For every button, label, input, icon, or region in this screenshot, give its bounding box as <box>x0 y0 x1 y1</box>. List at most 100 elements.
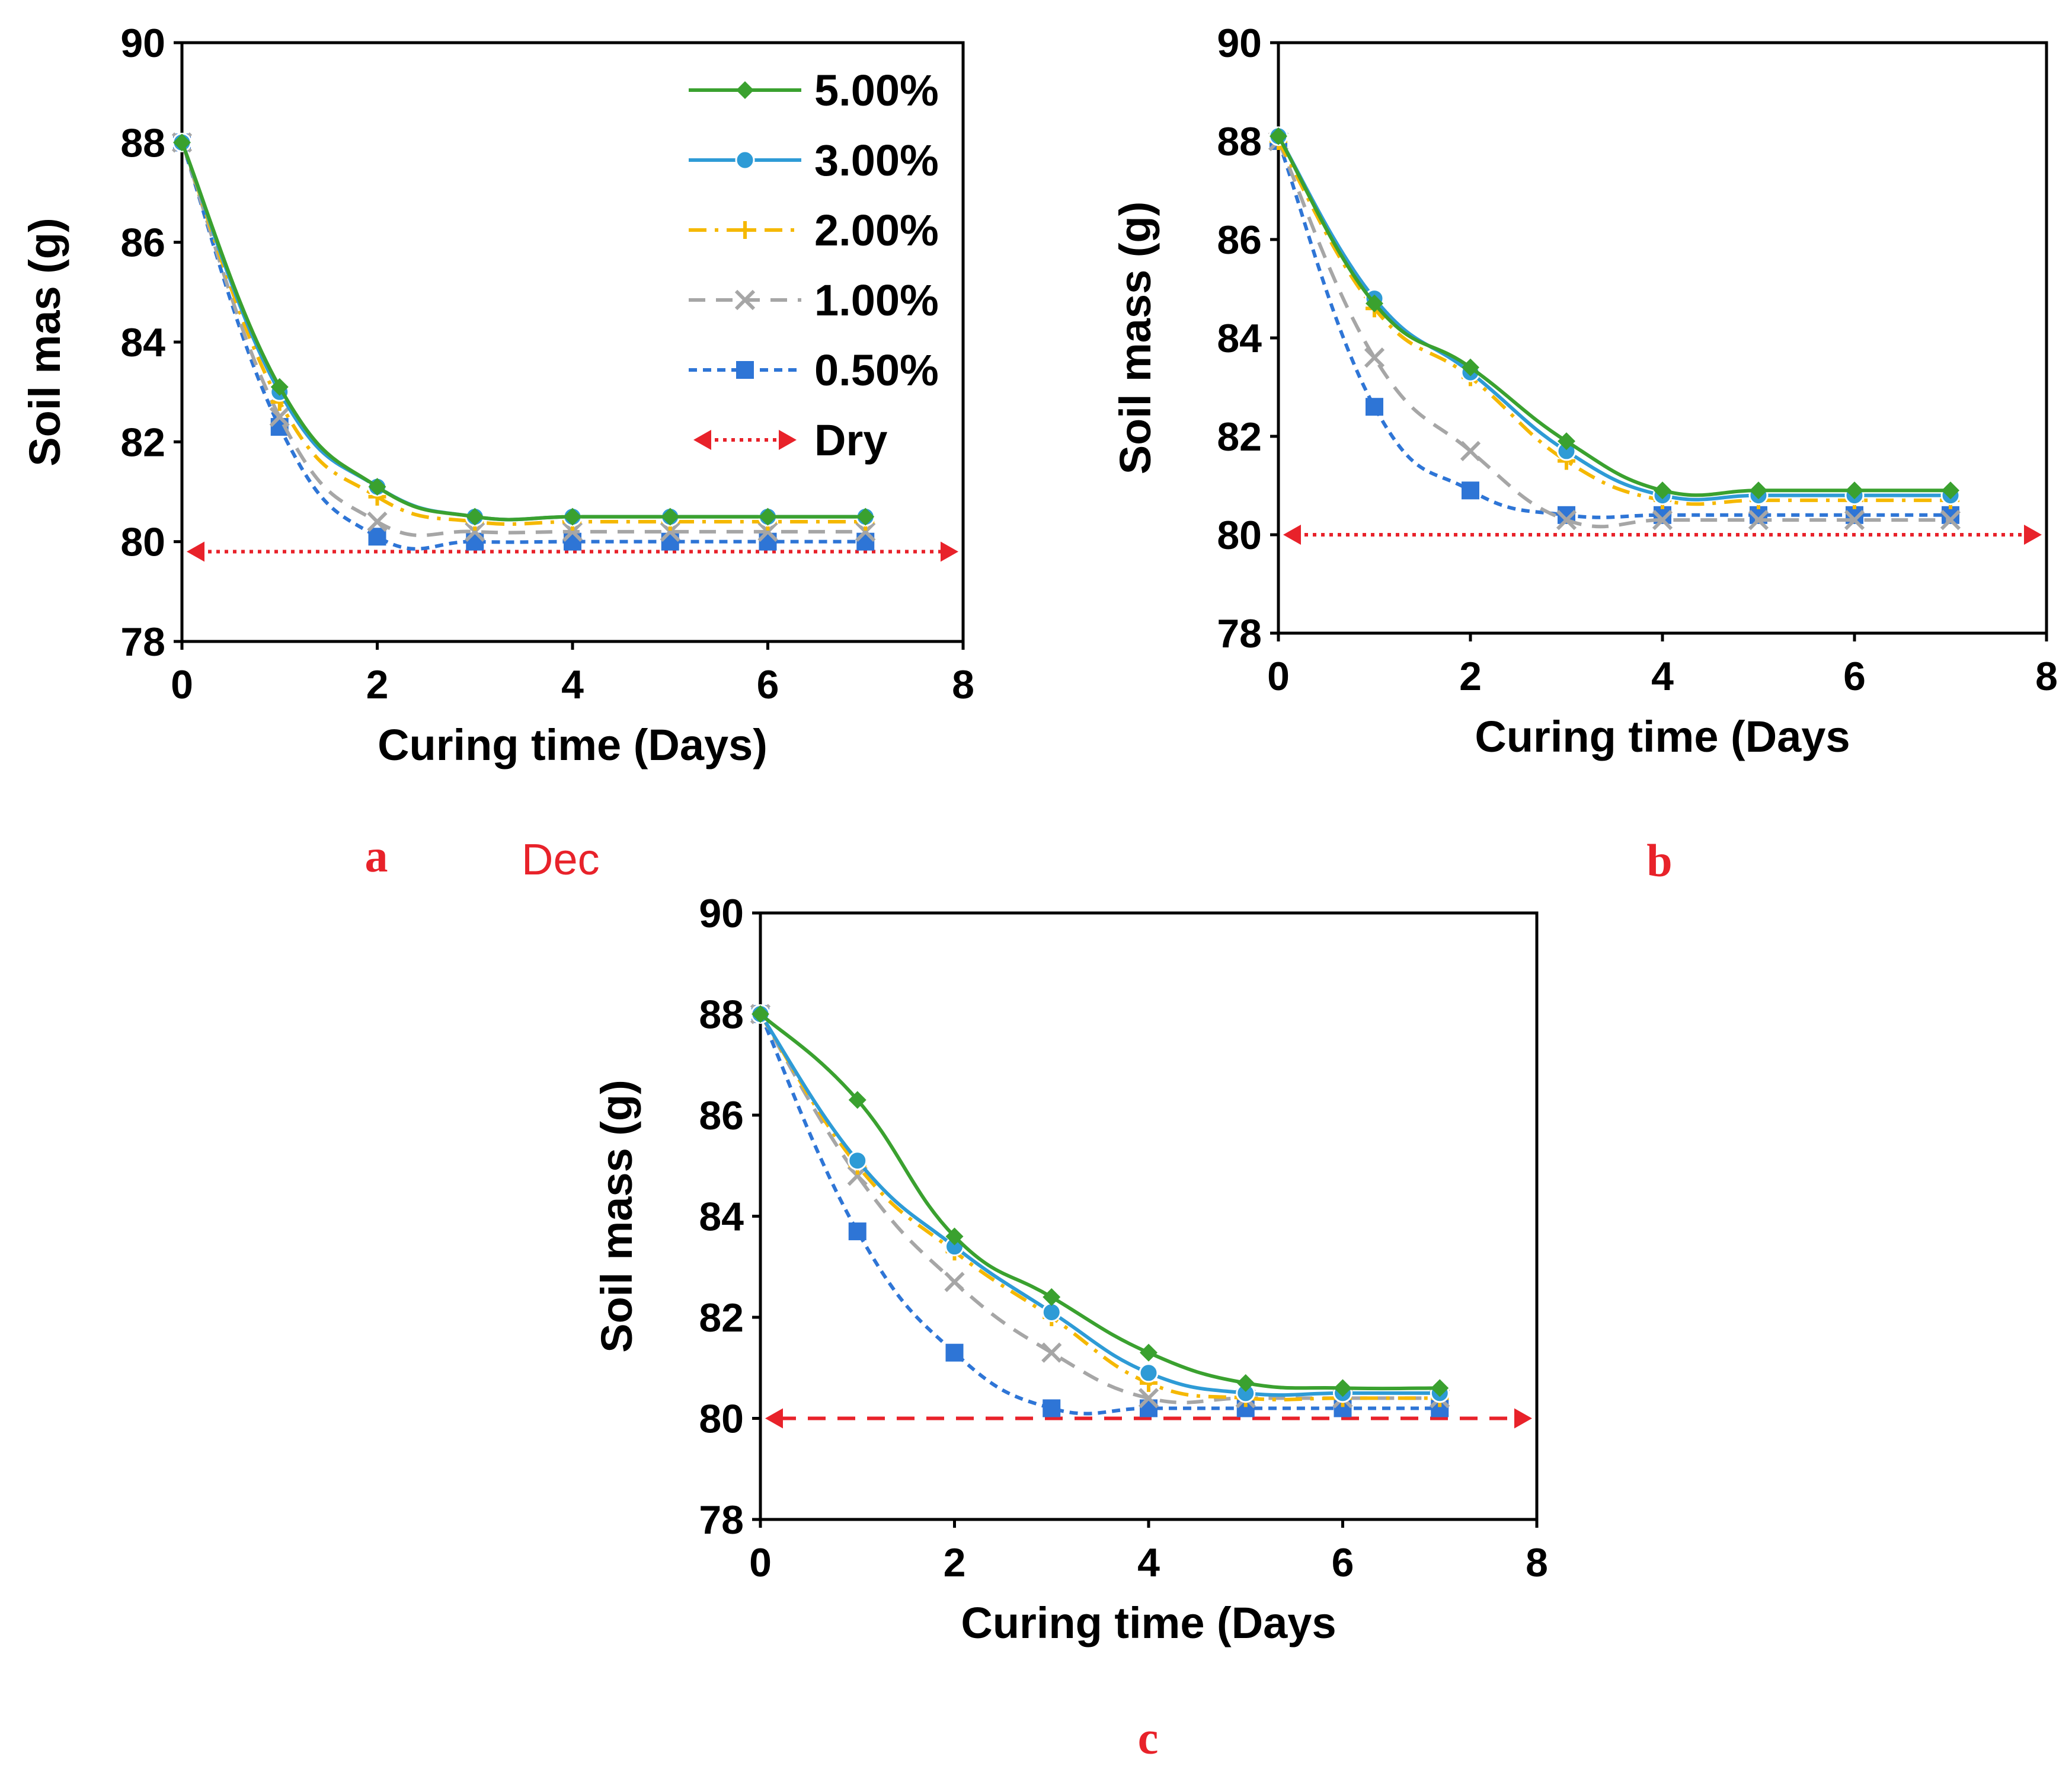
data-point <box>368 478 386 496</box>
data-point <box>1431 1379 1449 1397</box>
data-point <box>1558 432 1575 451</box>
data-point <box>945 1343 964 1362</box>
y-tick-label: 80 <box>120 520 165 565</box>
data-point <box>1138 1388 1159 1409</box>
data-point <box>1750 481 1767 500</box>
data-point <box>1236 1374 1255 1392</box>
legend-label: 3.00% <box>814 136 939 185</box>
y-axis-label: Soil mas (g) <box>20 218 69 466</box>
data-point <box>945 1227 964 1246</box>
legend-label: 2.00% <box>814 206 939 255</box>
dry-arrow-left <box>1283 525 1301 545</box>
x-tick-label: 8 <box>1526 1540 1548 1585</box>
data-point <box>1041 1342 1062 1363</box>
x-tick-label: 8 <box>952 662 974 707</box>
y-tick-label: 82 <box>1217 414 1262 459</box>
x-tick-label: 8 <box>2035 654 2058 699</box>
data-point <box>848 1222 866 1241</box>
data-point <box>1043 1288 1061 1306</box>
series-line <box>1277 140 1951 506</box>
data-point <box>1846 481 1863 500</box>
y-tick-label: 86 <box>120 221 165 266</box>
chart-panel-a: 78 80 82 84 86 88 90 0 2 4 6 8 Curing time (Days) Soi… <box>20 21 974 882</box>
data-point <box>1652 509 1673 531</box>
y-tick-label: 78 <box>1217 611 1262 656</box>
dry-arrow-right <box>941 541 958 562</box>
data-point <box>1366 294 1383 312</box>
series-line <box>759 1013 1440 1404</box>
data-point <box>367 511 388 532</box>
legend-swatch-arrow <box>779 430 797 450</box>
series-line <box>180 142 866 538</box>
series-line <box>759 1013 1440 1391</box>
data-point <box>465 521 485 542</box>
y-tick-label: 86 <box>699 1093 744 1138</box>
data-point <box>1942 481 1959 500</box>
data-point <box>1940 509 1961 531</box>
data-point <box>1462 358 1479 376</box>
series-5.00% <box>1270 127 1959 500</box>
dry-arrow-left <box>765 1408 783 1429</box>
y-tick-label: 78 <box>120 620 165 665</box>
y-tick-label: 80 <box>699 1397 744 1442</box>
legend-swatch-marker <box>734 289 756 311</box>
data-point <box>1844 509 1865 531</box>
data-point <box>661 507 679 526</box>
legend-label: Dry <box>814 416 887 465</box>
data-point <box>848 1091 866 1109</box>
x-tick-label: 2 <box>944 1540 966 1585</box>
data-point <box>564 507 581 526</box>
dry-arrow-right <box>2024 525 2042 545</box>
legend-swatch-marker <box>736 81 754 99</box>
x-tick-label: 2 <box>1459 654 1482 699</box>
x-tick-label: 4 <box>1651 654 1674 699</box>
reference-line-dry <box>1283 525 2042 545</box>
y-axis-label: Soil mass (g) <box>592 1080 641 1353</box>
x-tick-label: 4 <box>561 662 584 707</box>
reference-line-dry <box>187 541 958 562</box>
legend-swatch-marker <box>735 150 755 170</box>
data-point <box>270 378 289 396</box>
data-point <box>1139 1363 1159 1383</box>
data-point <box>1140 1343 1157 1362</box>
y-tick-label: 84 <box>699 1195 744 1240</box>
x-tick-label: 6 <box>1843 654 1866 699</box>
series-5.00% <box>173 133 875 526</box>
y-tick-label: 80 <box>1217 513 1262 558</box>
x-tick-label: 6 <box>757 662 779 707</box>
y-tick-label: 82 <box>699 1295 744 1340</box>
legend-label: 5.00% <box>814 66 939 115</box>
data-point <box>562 521 583 542</box>
y-tick-label: 84 <box>1217 316 1262 361</box>
data-point <box>1041 1302 1061 1322</box>
y-tick-label: 88 <box>1217 119 1262 164</box>
legend: 5.00% 3.00% 2.00% 1.00% 0.50% Dry <box>689 66 939 465</box>
data-point <box>944 1272 965 1292</box>
data-point <box>1334 1379 1352 1397</box>
data-point <box>173 133 191 152</box>
y-tick-label: 90 <box>699 891 744 936</box>
chart-panel-c: 78 80 82 84 86 88 90 0 2 4 6 8 Curing time (Days Soil… <box>592 891 1548 1764</box>
x-tick-label: 0 <box>1267 654 1290 699</box>
data-point <box>1748 509 1769 531</box>
x-tick-label: 0 <box>171 662 193 707</box>
y-tick-label: 84 <box>120 320 165 365</box>
panel-letter: b <box>1646 835 1672 886</box>
data-point <box>1460 440 1481 462</box>
data-point <box>466 507 484 526</box>
data-point <box>1654 481 1671 500</box>
data-point <box>757 521 778 542</box>
legend-label: 0.50% <box>814 346 939 395</box>
data-point <box>1556 509 1577 531</box>
y-tick-label: 88 <box>120 120 165 165</box>
x-tick-label: 2 <box>366 662 389 707</box>
data-point <box>269 407 290 427</box>
data-point <box>1462 481 1479 500</box>
panel-letter: c <box>1138 1712 1159 1764</box>
note-text: Dec <box>522 835 600 884</box>
data-point <box>1043 1399 1061 1417</box>
y-tick-label: 90 <box>1217 21 1262 66</box>
x-axis-label: Curing time (Days <box>961 1598 1336 1648</box>
y-tick-label: 82 <box>120 420 165 465</box>
